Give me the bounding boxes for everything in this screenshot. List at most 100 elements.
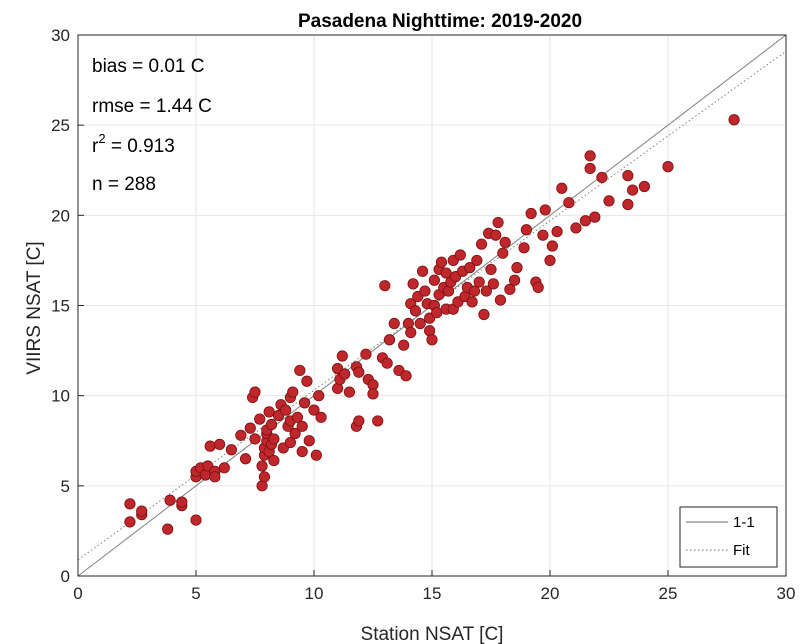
- data-point: [367, 388, 379, 400]
- data-point: [294, 364, 306, 377]
- data-point: [570, 222, 582, 234]
- x-tick-label: 20: [541, 584, 560, 603]
- data-point: [532, 281, 544, 294]
- data-point: [218, 462, 230, 474]
- data-point: [409, 305, 422, 317]
- data-point: [414, 317, 426, 330]
- data-point: [603, 195, 615, 207]
- data-point: [164, 494, 176, 506]
- data-point: [475, 238, 488, 250]
- data-point: [511, 262, 523, 274]
- x-tick-label: 25: [659, 584, 678, 603]
- data-point: [480, 285, 492, 297]
- data-point: [662, 161, 674, 173]
- y-tick-label: 0: [61, 567, 70, 586]
- data-point: [487, 278, 499, 290]
- y-tick-label: 5: [61, 477, 70, 496]
- data-point: [525, 207, 537, 220]
- data-point: [263, 406, 275, 418]
- data-point: [254, 413, 266, 425]
- data-point: [626, 184, 639, 196]
- data-point: [291, 411, 304, 423]
- data-point: [343, 386, 355, 398]
- data-point: [537, 229, 549, 241]
- data-point: [419, 285, 431, 297]
- data-point: [249, 386, 261, 398]
- data-point: [124, 498, 136, 510]
- data-point: [124, 516, 136, 528]
- data-point: [431, 307, 443, 319]
- data-point: [492, 216, 504, 229]
- y-tick-label: 25: [51, 116, 70, 135]
- data-point: [485, 263, 497, 276]
- data-point: [301, 375, 313, 387]
- stat-n: n = 288: [92, 174, 156, 195]
- data-point: [544, 254, 556, 267]
- x-tick-label: 10: [305, 584, 324, 603]
- data-point: [478, 308, 490, 321]
- data-point: [435, 256, 448, 268]
- data-point: [381, 357, 393, 369]
- data-point: [303, 435, 315, 447]
- data-point: [551, 225, 563, 238]
- data-point: [494, 294, 507, 306]
- data-point: [249, 433, 261, 445]
- legend: 1-1 Fit: [679, 506, 778, 568]
- data-point: [353, 415, 365, 427]
- data-point: [400, 370, 412, 382]
- data-point: [638, 180, 651, 193]
- data-point: [136, 505, 148, 517]
- data-point: [584, 162, 596, 175]
- data-point: [508, 274, 521, 286]
- data-point: [622, 170, 634, 182]
- x-axis-label: Station NSAT [C]: [361, 624, 504, 644]
- data-point: [315, 411, 327, 423]
- x-tick-label: 5: [191, 584, 200, 603]
- data-point: [265, 418, 278, 431]
- chart-title: Pasadena Nighttime: 2019-2020: [298, 11, 582, 32]
- stats-box: bias = 0.01 C rmse = 1.44 C r2 = 0.913 n…: [92, 56, 212, 195]
- data-point: [546, 240, 558, 252]
- data-point: [239, 453, 252, 465]
- data-point: [405, 326, 417, 339]
- data-point: [256, 460, 268, 472]
- legend-box: [679, 506, 778, 568]
- data-point: [473, 276, 485, 288]
- y-tick-label: 15: [51, 297, 70, 316]
- data-point: [308, 404, 320, 416]
- data-point: [622, 198, 634, 211]
- data-point: [388, 317, 400, 330]
- data-point: [310, 449, 322, 461]
- data-point: [339, 368, 351, 380]
- data-point: [287, 386, 299, 398]
- data-point: [426, 334, 438, 346]
- stat-rmse: rmse = 1.44 C: [92, 96, 212, 117]
- data-point: [268, 433, 280, 445]
- data-point: [258, 471, 271, 483]
- data-point: [464, 262, 476, 274]
- data-point: [190, 514, 202, 526]
- data-point: [268, 454, 280, 467]
- data-point: [360, 348, 372, 360]
- data-point: [383, 334, 396, 346]
- y-axis-label: VIIRS NSAT [C]: [24, 241, 45, 374]
- data-point: [579, 215, 592, 227]
- data-point: [298, 397, 311, 409]
- data-point: [235, 429, 247, 441]
- data-point: [296, 445, 308, 458]
- data-point: [728, 114, 740, 126]
- data-point: [454, 249, 466, 261]
- data-point: [379, 280, 391, 292]
- data-point: [296, 420, 308, 432]
- data-point: [589, 211, 601, 223]
- data-point: [497, 247, 509, 259]
- stat-r2: r2 = 0.913: [92, 131, 175, 157]
- data-point: [584, 150, 596, 162]
- data-point: [244, 422, 256, 434]
- data-point: [353, 366, 365, 378]
- axis-ticks: 0 5 10 15 20 25 30 0 5 10 15 20 25 30: [51, 26, 795, 603]
- y-tick-label: 10: [51, 387, 70, 406]
- data-point: [398, 339, 410, 351]
- data-point: [162, 523, 174, 535]
